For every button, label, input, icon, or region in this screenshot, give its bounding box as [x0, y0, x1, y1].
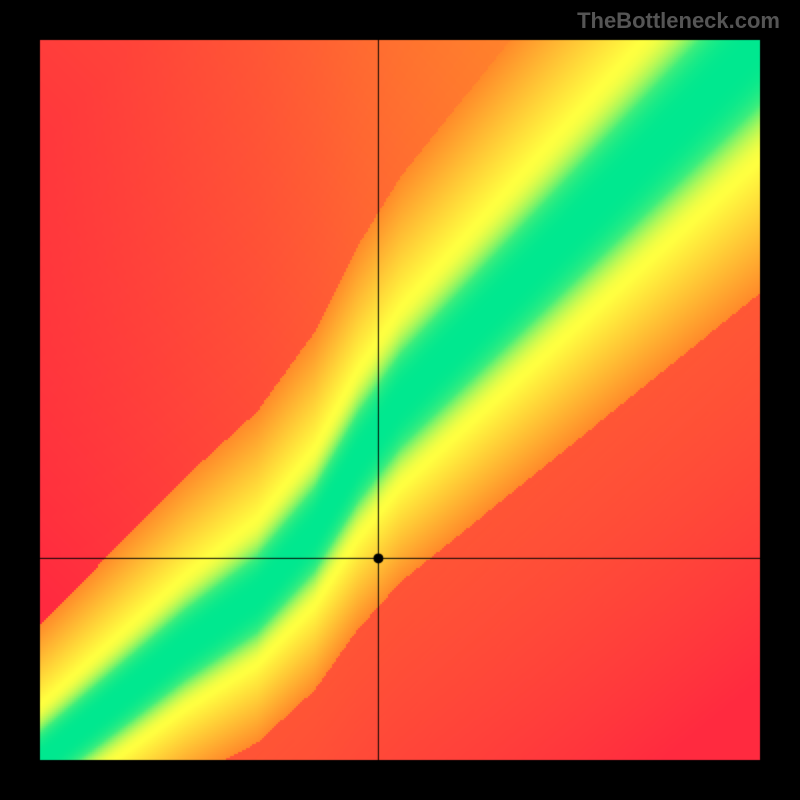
bottleneck-heatmap — [0, 0, 800, 800]
chart-container: TheBottleneck.com — [0, 0, 800, 800]
watermark-text: TheBottleneck.com — [577, 8, 780, 34]
